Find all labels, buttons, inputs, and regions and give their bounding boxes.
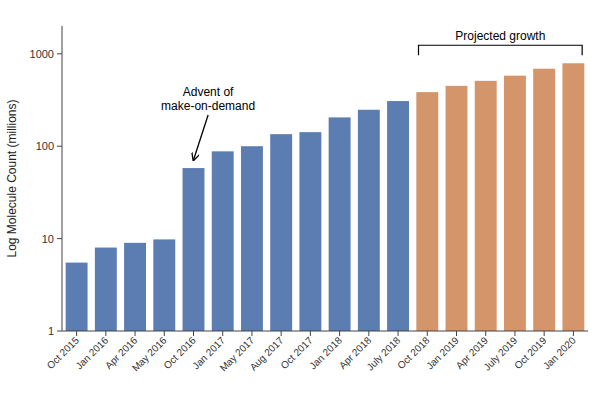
bar xyxy=(329,117,351,331)
bar xyxy=(416,92,438,331)
x-tick xyxy=(135,331,136,336)
bar xyxy=(387,101,409,331)
x-tick-label: July 2018 xyxy=(364,334,402,372)
x-tick xyxy=(398,331,399,336)
x-tick-label: Aug 2017 xyxy=(248,334,286,372)
annotation: Advent ofmake-on-demand xyxy=(161,85,255,113)
x-tick xyxy=(427,331,428,336)
y-tick-label: 1000 xyxy=(30,48,54,60)
x-tick xyxy=(193,331,194,336)
x-tick xyxy=(456,331,457,336)
bar xyxy=(562,63,584,331)
y-tick xyxy=(57,331,62,332)
bar xyxy=(153,239,175,331)
x-tick xyxy=(281,331,282,336)
bar xyxy=(212,151,234,331)
x-tick xyxy=(544,331,545,336)
y-axis-line xyxy=(62,26,63,331)
bar xyxy=(270,134,292,331)
y-tick xyxy=(57,146,62,147)
bars xyxy=(66,63,585,331)
x-tick xyxy=(339,331,340,336)
y-tick-label: 100 xyxy=(36,140,54,152)
y-axis-label: Log Molecule Count (millions) xyxy=(5,99,19,257)
y-tick-label: 10 xyxy=(42,233,54,245)
y-tick xyxy=(57,238,62,239)
y-tick-label: 1 xyxy=(48,325,54,337)
x-tick xyxy=(76,331,77,336)
x-tick xyxy=(251,331,252,336)
bracket xyxy=(419,45,583,55)
chart-container: 1101001000Oct 2015Jan 2016Apr 2016May 20… xyxy=(0,0,600,399)
bar xyxy=(124,243,146,331)
bar xyxy=(299,132,321,331)
bar xyxy=(66,263,88,331)
x-tick xyxy=(105,331,106,336)
chart: 1101001000Oct 2015Jan 2016Apr 2016May 20… xyxy=(0,0,600,399)
x-tick xyxy=(222,331,223,336)
x-tick xyxy=(514,331,515,336)
bar xyxy=(446,86,468,331)
bar xyxy=(358,110,380,331)
bar xyxy=(241,146,263,331)
x-tick xyxy=(310,331,311,336)
x-tick-label: July 2019 xyxy=(481,334,519,372)
bar xyxy=(183,168,205,331)
x-tick xyxy=(573,331,574,336)
annotation-arrow xyxy=(194,115,209,160)
x-axis-line xyxy=(62,331,588,332)
x-tick xyxy=(164,331,165,336)
x-tick-label: Jan 2020 xyxy=(541,334,578,371)
x-tick xyxy=(485,331,486,336)
bar xyxy=(95,248,117,331)
x-tick-label: May 2016 xyxy=(130,334,169,373)
bar xyxy=(504,76,526,331)
x-tick xyxy=(368,331,369,336)
bar xyxy=(533,69,555,331)
annotation: Projected growth xyxy=(455,29,545,43)
bar xyxy=(475,81,497,331)
y-tick xyxy=(57,53,62,54)
